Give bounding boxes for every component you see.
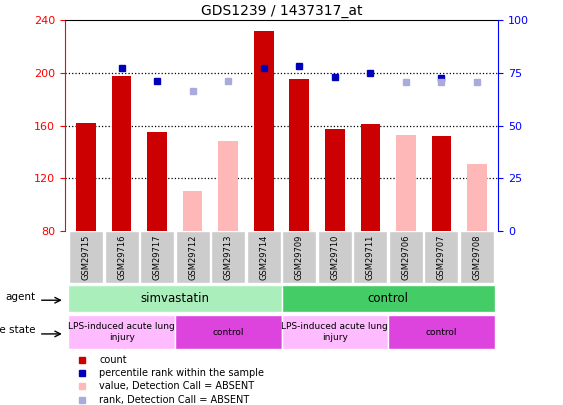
- Text: disease state: disease state: [0, 325, 35, 335]
- Bar: [318, 231, 352, 283]
- Bar: [77, 123, 96, 231]
- Text: control: control: [212, 328, 244, 337]
- Text: GSM29707: GSM29707: [437, 234, 446, 280]
- Bar: [140, 231, 174, 283]
- Text: LPS-induced acute lung
injury: LPS-induced acute lung injury: [68, 322, 175, 342]
- Bar: [68, 285, 282, 312]
- Bar: [325, 130, 345, 231]
- Bar: [389, 231, 423, 283]
- Text: GSM29716: GSM29716: [117, 234, 126, 280]
- Bar: [254, 31, 274, 231]
- Bar: [148, 132, 167, 231]
- Bar: [282, 315, 388, 349]
- Text: control: control: [426, 328, 457, 337]
- Text: LPS-induced acute lung
injury: LPS-induced acute lung injury: [282, 322, 388, 342]
- Text: simvastatin: simvastatin: [140, 292, 209, 305]
- Bar: [183, 191, 203, 231]
- Text: GSM29712: GSM29712: [188, 234, 197, 280]
- Text: GSM29706: GSM29706: [401, 234, 410, 280]
- Bar: [282, 285, 495, 312]
- Bar: [176, 231, 210, 283]
- Bar: [396, 135, 415, 231]
- Bar: [432, 136, 451, 231]
- Text: GSM29710: GSM29710: [330, 234, 339, 280]
- Bar: [247, 231, 281, 283]
- Bar: [388, 315, 495, 349]
- Text: value, Detection Call = ABSENT: value, Detection Call = ABSENT: [100, 382, 254, 391]
- Bar: [289, 79, 309, 231]
- Text: rank, Detection Call = ABSENT: rank, Detection Call = ABSENT: [100, 394, 249, 405]
- Bar: [211, 231, 245, 283]
- Text: GSM29717: GSM29717: [153, 234, 162, 280]
- Text: GSM29715: GSM29715: [82, 234, 91, 280]
- Bar: [69, 231, 103, 283]
- Text: percentile rank within the sample: percentile rank within the sample: [100, 368, 265, 378]
- Bar: [68, 315, 175, 349]
- Bar: [105, 231, 138, 283]
- Bar: [425, 231, 458, 283]
- Text: GSM29709: GSM29709: [295, 234, 304, 280]
- Bar: [175, 315, 282, 349]
- Text: GSM29711: GSM29711: [366, 234, 375, 280]
- Bar: [467, 164, 486, 231]
- Title: GDS1239 / 1437317_at: GDS1239 / 1437317_at: [201, 4, 362, 18]
- Bar: [353, 231, 387, 283]
- Bar: [360, 124, 380, 231]
- Text: count: count: [100, 355, 127, 365]
- Text: GSM29708: GSM29708: [472, 234, 481, 280]
- Text: agent: agent: [6, 292, 35, 302]
- Bar: [218, 141, 238, 231]
- Bar: [282, 231, 316, 283]
- Bar: [112, 75, 131, 231]
- Text: control: control: [368, 292, 409, 305]
- Bar: [460, 231, 494, 283]
- Text: GSM29713: GSM29713: [224, 234, 233, 280]
- Text: GSM29714: GSM29714: [259, 234, 268, 280]
